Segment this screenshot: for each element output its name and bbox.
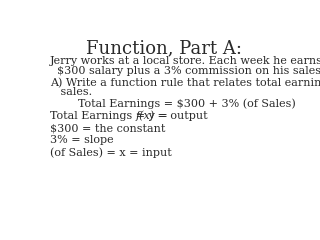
Text: Jerry works at a local store. Each week he earns: Jerry works at a local store. Each week … xyxy=(50,56,320,66)
Text: (of Sales) = x = input: (of Sales) = x = input xyxy=(50,147,172,158)
Text: Total Earnings = y =: Total Earnings = y = xyxy=(50,111,171,121)
Text: = output: = output xyxy=(154,111,207,121)
Text: Function, Part A:: Function, Part A: xyxy=(86,39,242,57)
Text: $300 = the constant: $300 = the constant xyxy=(50,123,165,133)
Text: Total Earnings = $300 + 3% (of Sales): Total Earnings = $300 + 3% (of Sales) xyxy=(50,99,296,109)
Text: A) Write a function rule that relates total earnings to: A) Write a function rule that relates to… xyxy=(50,77,320,88)
Text: sales.: sales. xyxy=(50,87,92,97)
Text: f(x): f(x) xyxy=(136,111,155,121)
Text: 3% = slope: 3% = slope xyxy=(50,135,114,145)
Text: $300 salary plus a 3% commission on his sales.: $300 salary plus a 3% commission on his … xyxy=(50,66,320,76)
